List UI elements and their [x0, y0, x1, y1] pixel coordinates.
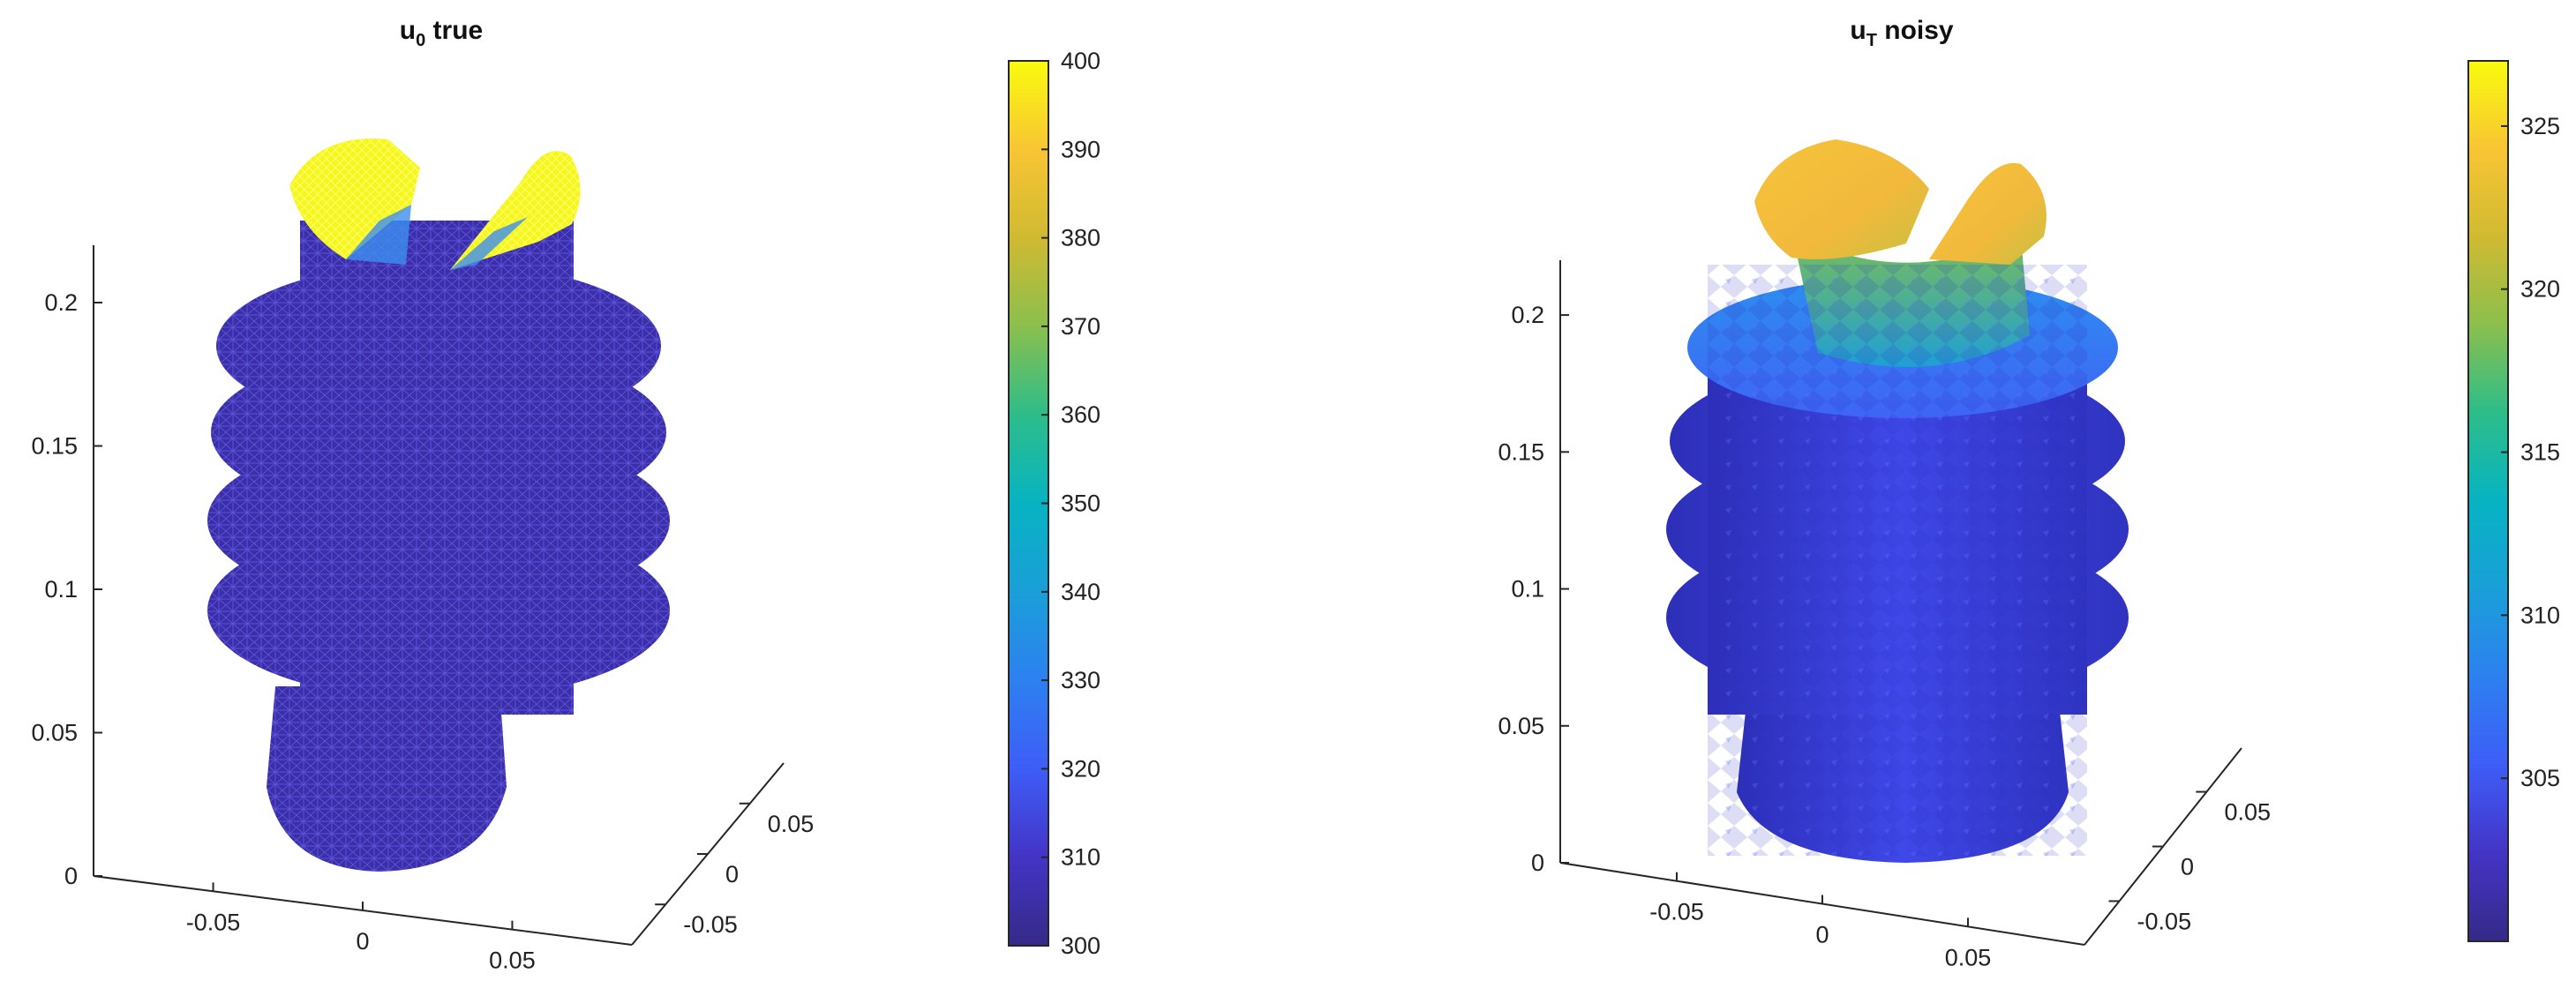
panel1-x-tick-label: -0.05	[186, 909, 241, 935]
panel2-z-tick-label: 0.05	[1498, 713, 1544, 739]
panel1-colorbar-tick-label: 390	[1061, 136, 1100, 162]
panel1-title: u0 true	[400, 16, 483, 50]
panel2-colorbar-tick-label: 310	[2520, 602, 2560, 628]
panel-u0-true: u0 true 00.050.10.150.2-0.0500.05-0.0500…	[31, 16, 1100, 974]
panel2-z-tick-label: 0.15	[1498, 438, 1544, 465]
panel2-colorbar-tick-label: 320	[2520, 276, 2560, 303]
panel2-y-tick-label: -0.05	[2137, 908, 2192, 934]
panel1-mesh-surface	[207, 139, 670, 872]
panel2-z-tick-label: 0.1	[1511, 576, 1544, 603]
panel1-mesh-lobe-left	[289, 139, 420, 259]
panel1-colorbar-tick-label: 360	[1061, 401, 1100, 428]
panel1-colorbar-tick-label: 380	[1061, 225, 1100, 251]
panel2-colorbar-tick-label: 315	[2520, 439, 2560, 466]
panel1-colorbar-tick-label: 340	[1061, 579, 1100, 605]
panel2-surface-lobe-left	[1754, 139, 1929, 259]
panel1-z-tick-label: 0	[64, 863, 78, 889]
panel1-z-tick-label: 0.15	[31, 433, 78, 460]
panel1-tick-group: 0 0.05 0.1 0.15 0.2 -0.05 0 0.05 -0.05 0 0.05	[31, 289, 814, 974]
panel1-colorbar-tick-label: 320	[1061, 755, 1100, 782]
panel2-colorbar-tick-label: 305	[2520, 765, 2560, 791]
panel1-colorbar-tick-label: 300	[1061, 932, 1100, 959]
panel2-y-tick-label: 0	[2181, 854, 2194, 880]
panel2-y-tick-label: 0.05	[2224, 799, 2271, 826]
panel2-x-tick-label: 0	[1815, 922, 1829, 948]
panel1-colorbar-tick-label: 310	[1061, 844, 1100, 871]
panel1-mesh-core	[300, 221, 574, 715]
panel1-mesh-transition	[346, 205, 528, 270]
panel2-colorbar	[2467, 60, 2509, 942]
panel1-z-tick-label: 0.2	[44, 289, 78, 316]
panel-uT-noisy: uT noisy 00.050.10.150.2-0.0500.05-0.050…	[1498, 16, 2560, 970]
panel2-colorbar-tick-label: 325	[2520, 113, 2560, 139]
panel1-colorbar-ticks: 300 310 320 330 340 350 360 370 380 390 400	[1041, 48, 1100, 959]
panel1-y-tick-label: 0.05	[768, 811, 815, 837]
panel1-colorbar-tick-label: 400	[1061, 48, 1100, 74]
panel2-x-tick-label: -0.05	[1649, 899, 1704, 925]
panel1-colorbar-tick-label: 370	[1061, 313, 1100, 340]
panel1-x-tick-label: 0	[356, 928, 369, 955]
panel1-colorbar-tick-label: 350	[1061, 491, 1100, 517]
panel2-z-tick-label: 0	[1531, 850, 1544, 876]
panel2-z-tick-label: 0.2	[1511, 302, 1544, 328]
panel2-x-tick-label: 0.05	[1945, 944, 1992, 970]
panel2-colorbar-ticks: 305 310 315 320 325	[2501, 113, 2560, 791]
panel1-x-tick-label: 0.05	[489, 947, 536, 974]
panel1-mesh-lobe-right	[450, 151, 581, 270]
panel1-z-tick-label: 0.1	[44, 576, 78, 603]
panel1-y-tick-label: -0.05	[683, 911, 738, 938]
panel2-surface-lobe-right	[1929, 162, 2047, 265]
panel1-z-tick-label: 0.05	[31, 720, 78, 746]
panel2-title: uT noisy	[1850, 16, 1954, 50]
panel2-shaded-surface	[1666, 139, 2129, 863]
panel1-colorbar-tick-label: 330	[1061, 667, 1100, 693]
panel2-surface-noise	[1708, 265, 2087, 856]
panel1-mesh-base	[267, 686, 507, 872]
panel2-tick-group: 0 0.05 0.1 0.15 0.2 -0.05 0 0.05 -0.05 0 0.05	[1498, 302, 2271, 970]
panel1-y-tick-label: 0	[725, 861, 739, 887]
